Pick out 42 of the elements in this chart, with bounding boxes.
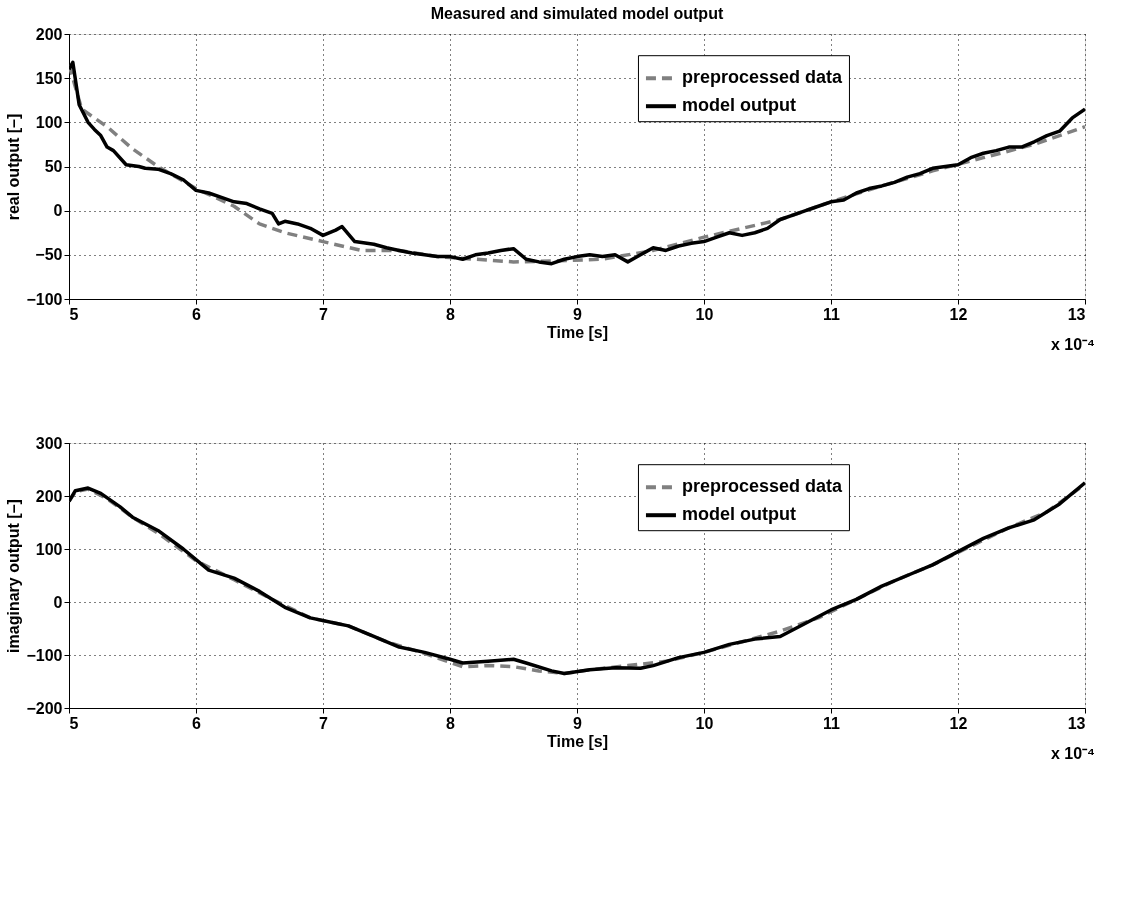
y-tick-label: 0 [53, 593, 63, 611]
y-tick-label: 200 [35, 487, 63, 505]
x-tick-label: 8 [446, 714, 456, 732]
y-tick-label: −100 [26, 646, 63, 664]
x-tick-label: 10 [695, 305, 714, 323]
x-tick-label: 5 [69, 714, 79, 732]
y-tick-label: 100 [35, 113, 63, 131]
y-tick-label: 200 [35, 25, 63, 43]
legend-label: model output [681, 504, 796, 525]
text: x 10⁻⁴ [1050, 336, 1096, 353]
y-axis-title: real output [–] [5, 113, 23, 221]
x-axis-title: Time [s] [546, 323, 609, 341]
y-tick-label: 150 [35, 69, 63, 87]
x-tick-label: 11 [823, 714, 841, 732]
x-tick-label: 7 [319, 714, 329, 732]
y-tick-label: 50 [44, 158, 63, 175]
legend-label: preprocessed data [681, 67, 844, 88]
y-tick-label: −100 [26, 290, 63, 308]
y-tick-label: 100 [35, 540, 63, 558]
x-tick-label: 13 [1067, 305, 1086, 323]
y-tick-label: −200 [26, 699, 63, 717]
y-tick-label: −50 [35, 246, 63, 264]
y-axis-title: imaginary output [–] [5, 499, 23, 653]
x-tick-label: 7 [319, 305, 329, 323]
x-tick-label: 13 [1067, 714, 1086, 732]
text: x 10⁻⁴ [1050, 745, 1096, 762]
x-tick-label: 6 [192, 714, 202, 732]
x-tick-label: 8 [446, 305, 456, 323]
x-tick-label: 9 [573, 305, 583, 323]
x-tick-label: 6 [192, 305, 202, 323]
chart-title: Measured and simulated model output [430, 5, 724, 22]
y-tick-label: 300 [35, 434, 63, 452]
x-tick-label: 10 [695, 714, 714, 732]
x-axis-title: Time [s] [546, 732, 609, 750]
x-tick-label: 12 [949, 714, 968, 732]
legend-label: preprocessed data [681, 476, 844, 497]
y-tick-label: 0 [53, 202, 63, 220]
x-tick-label: 9 [573, 714, 583, 732]
x-tick-label: 12 [949, 305, 968, 323]
x-tick-label: 5 [69, 305, 79, 323]
legend-label: model output [681, 95, 796, 116]
x-tick-label: 11 [823, 305, 841, 323]
